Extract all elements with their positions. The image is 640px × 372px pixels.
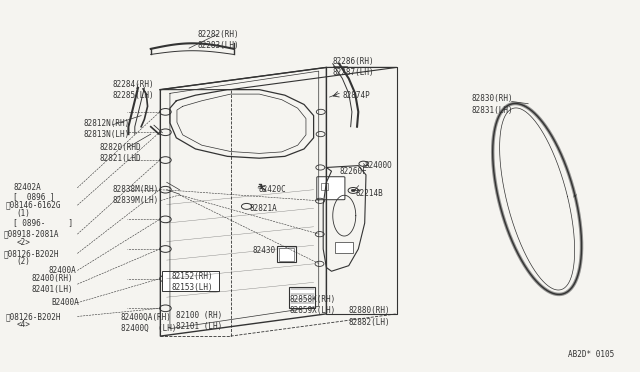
Text: (1): (1)	[17, 209, 31, 218]
Text: 82812N(RH)
82813N(LH): 82812N(RH) 82813N(LH)	[84, 119, 130, 139]
Text: 82214B: 82214B	[356, 189, 383, 198]
Text: 82400QA(RH)
82400Q  (LH): 82400QA(RH) 82400Q (LH)	[121, 313, 176, 333]
Text: 82858K(RH)
82859X(LH): 82858K(RH) 82859X(LH)	[289, 295, 335, 315]
Text: ⒲08126-B202H: ⒲08126-B202H	[6, 312, 61, 321]
Text: 82400A: 82400A	[49, 266, 76, 275]
Text: (2): (2)	[17, 257, 31, 266]
Text: B2400A: B2400A	[52, 298, 79, 307]
Text: 82420C: 82420C	[258, 185, 286, 194]
Text: <2>: <2>	[17, 238, 31, 247]
Bar	[279, 247, 294, 261]
Text: 82430: 82430	[252, 246, 275, 255]
Text: 82820(RHD
82821(LHD: 82820(RHD 82821(LHD	[100, 142, 141, 163]
Text: <4>: <4>	[17, 321, 31, 330]
Bar	[277, 246, 296, 262]
Text: 82880(RH)
82882(LH): 82880(RH) 82882(LH)	[349, 307, 390, 327]
Text: AB2D* 0105: AB2D* 0105	[568, 350, 614, 359]
FancyBboxPatch shape	[317, 177, 345, 200]
Text: 82400(RH)
82401(LH): 82400(RH) 82401(LH)	[31, 274, 73, 294]
Text: 82284(RH)
82285(LH): 82284(RH) 82285(LH)	[113, 80, 154, 100]
Text: Ⓞ08918-2081A: Ⓞ08918-2081A	[4, 230, 60, 239]
Text: [  0896 ]: [ 0896 ]	[13, 192, 55, 201]
Text: 82402A: 82402A	[13, 183, 41, 192]
Bar	[321, 183, 328, 190]
Bar	[289, 287, 315, 308]
Text: ⒲08126-B202H: ⒲08126-B202H	[4, 249, 60, 258]
Text: 82821A: 82821A	[250, 204, 278, 213]
Text: 82152(RH)
82153(LH): 82152(RH) 82153(LH)	[172, 272, 213, 292]
Text: 82830(RH)
82831(LH): 82830(RH) 82831(LH)	[472, 94, 513, 115]
Text: 82286(RH)
82287(LH): 82286(RH) 82287(LH)	[333, 57, 374, 77]
Circle shape	[351, 189, 355, 192]
Text: 82874P: 82874P	[342, 91, 370, 100]
Text: 82400O: 82400O	[365, 161, 392, 170]
Bar	[162, 271, 219, 291]
Bar	[335, 242, 353, 253]
Text: 82282(RH)
82283(LH): 82282(RH) 82283(LH)	[197, 29, 239, 49]
Text: 82260F: 82260F	[339, 167, 367, 176]
Text: Ⓑ08146-6162G: Ⓑ08146-6162G	[6, 201, 61, 210]
Text: 82100 (RH)
82101 (LH): 82100 (RH) 82101 (LH)	[175, 311, 222, 331]
Text: 82838M(RH)
82839M(LH): 82838M(RH) 82839M(LH)	[113, 185, 159, 205]
Text: [ 0896-     ]: [ 0896- ]	[13, 218, 74, 227]
